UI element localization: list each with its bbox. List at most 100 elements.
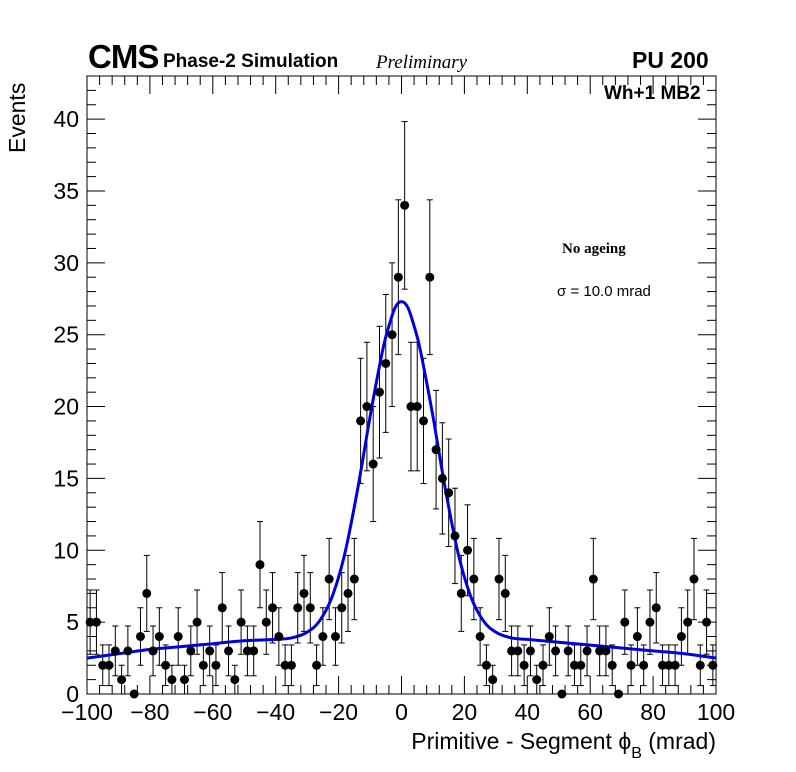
data-point — [293, 603, 303, 613]
data-point — [91, 617, 101, 627]
data-point — [205, 646, 215, 656]
data-point — [475, 632, 485, 642]
fit-curve — [86, 300, 717, 660]
data-point — [305, 603, 315, 613]
plot-frame — [86, 75, 717, 695]
data-point — [117, 675, 127, 685]
data-point — [192, 617, 202, 627]
data-point — [142, 588, 152, 598]
data-point — [538, 660, 548, 670]
data-point — [186, 646, 196, 656]
sigma-label: σ = 10.0 mrad — [557, 283, 651, 300]
data-point — [280, 660, 290, 670]
x-axis-title-main: Primitive - Segment ϕ — [411, 728, 632, 754]
data-point — [330, 632, 340, 642]
chamber-label: Wh+1 MB2 — [604, 83, 701, 104]
y-tick-label: 40 — [53, 106, 79, 132]
x-axis-title-sub: B — [631, 745, 642, 762]
data-point — [576, 660, 586, 670]
axis-ticks — [86, 75, 717, 695]
data-point — [651, 603, 661, 613]
x-tick-label: 80 — [640, 699, 666, 725]
data-point — [507, 646, 517, 656]
data-point — [444, 488, 454, 498]
data-point — [135, 632, 145, 642]
data-point — [557, 689, 567, 699]
data-point — [123, 646, 133, 656]
data-point — [412, 402, 422, 412]
data-point — [198, 660, 208, 670]
ageing-label: No ageing — [562, 241, 626, 257]
data-point — [664, 660, 674, 670]
data-point — [129, 689, 139, 699]
axis-tick-labels: −100 −80 −60 −40 −20 0 20 40 60 80 100 0 5 10 15 20 25 30… — [53, 106, 735, 725]
data-point — [286, 660, 296, 670]
data-point — [544, 632, 554, 642]
data-point — [368, 459, 378, 469]
data-point — [683, 617, 693, 627]
data-point — [387, 330, 397, 340]
data-point — [513, 646, 523, 656]
data-point — [494, 574, 504, 584]
sigma-symbol: σ — [557, 283, 567, 300]
x-tick-label: −100 — [61, 699, 113, 725]
data-point — [224, 646, 234, 656]
data-point — [230, 675, 240, 685]
data-point — [249, 646, 259, 656]
data-point — [374, 387, 384, 397]
x-tick-label: −40 — [256, 699, 295, 725]
data-point — [569, 660, 579, 670]
data-point — [85, 617, 95, 627]
data-point — [154, 632, 164, 642]
simulation-label: Phase-2 Simulation — [163, 51, 339, 72]
data-point — [236, 617, 246, 627]
x-tick-label: 20 — [452, 699, 478, 725]
data-point — [110, 646, 120, 656]
x-axis-title-unit: (mrad) — [641, 728, 716, 754]
x-tick-label: 40 — [515, 699, 541, 725]
data-point — [532, 675, 542, 685]
data-point — [456, 588, 466, 598]
data-point — [393, 272, 403, 282]
data-point — [343, 588, 353, 598]
data-point — [601, 646, 611, 656]
y-tick-label: 15 — [53, 465, 79, 491]
data-point — [702, 617, 712, 627]
data-point — [104, 660, 114, 670]
sigma-value: = 10.0 mrad — [570, 283, 651, 300]
data-point — [551, 646, 561, 656]
data-point — [689, 574, 699, 584]
y-tick-label: 25 — [53, 322, 79, 348]
data-points — [85, 200, 718, 699]
data-point — [525, 646, 535, 656]
data-point — [595, 646, 605, 656]
pileup-label: PU 200 — [632, 47, 709, 73]
y-tick-label: 10 — [53, 537, 79, 563]
y-tick-label: 5 — [66, 609, 79, 635]
x-tick-label: 0 — [395, 699, 408, 725]
data-point — [179, 675, 189, 685]
data-point — [632, 632, 642, 642]
x-tick-label: −60 — [193, 699, 232, 725]
data-point — [255, 560, 265, 570]
data-point — [148, 646, 158, 656]
data-point — [274, 632, 284, 642]
data-point — [519, 660, 529, 670]
data-point — [450, 531, 460, 541]
data-point — [362, 402, 372, 412]
data-point — [173, 632, 183, 642]
data-point — [463, 545, 473, 555]
cms-logo: CMS — [88, 38, 159, 75]
data-point — [167, 675, 177, 685]
data-point — [242, 646, 252, 656]
data-point — [211, 660, 221, 670]
data-point — [614, 689, 624, 699]
data-point — [400, 200, 410, 210]
data-point — [620, 617, 630, 627]
data-point — [406, 402, 416, 412]
y-tick-label: 30 — [53, 250, 79, 276]
data-point — [670, 660, 680, 670]
data-point — [268, 603, 278, 613]
data-point — [607, 660, 617, 670]
data-point — [161, 660, 171, 670]
